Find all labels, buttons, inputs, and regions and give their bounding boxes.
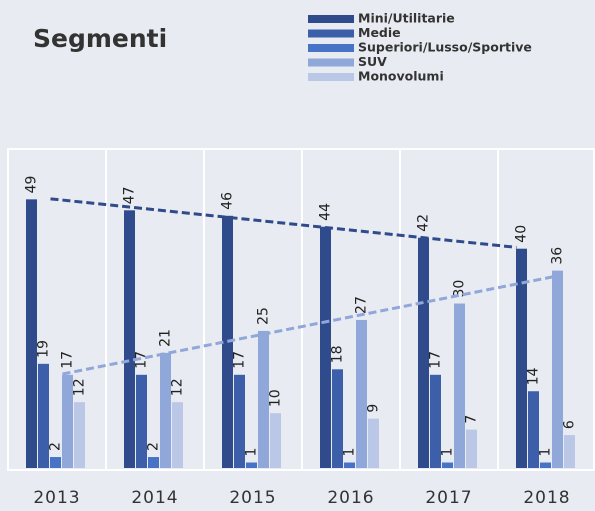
data-label: 12 <box>170 378 186 396</box>
bar <box>344 462 355 468</box>
legend-label: Mini/Utilitarie <box>358 11 455 26</box>
bar <box>540 462 551 468</box>
data-label: 1 <box>538 448 554 457</box>
data-label: 19 <box>36 340 52 358</box>
bar <box>430 374 441 468</box>
legend-label: Superiori/Lusso/Sportive <box>358 40 532 55</box>
bar <box>442 462 453 468</box>
legend-label: Monovolumi <box>358 69 444 84</box>
data-label: 46 <box>220 192 236 210</box>
data-label: 42 <box>416 214 432 232</box>
data-label: 2 <box>48 442 64 451</box>
trend-line <box>50 197 517 249</box>
x-tick-label: 2018 <box>523 488 570 508</box>
data-label: 36 <box>550 247 566 265</box>
data-label: 1 <box>342 448 358 457</box>
bar <box>26 199 37 468</box>
bar <box>466 429 477 468</box>
data-label: 17 <box>134 351 150 369</box>
bar <box>356 319 367 468</box>
bar <box>528 391 539 468</box>
bar <box>418 237 429 468</box>
x-tick-label: 2016 <box>327 488 374 508</box>
bar <box>246 462 257 468</box>
legend-swatch <box>308 15 354 23</box>
bar <box>136 374 147 468</box>
bar <box>552 270 563 468</box>
legend-label: SUV <box>358 54 387 69</box>
data-label: 21 <box>158 329 174 347</box>
bar <box>270 413 281 468</box>
data-label: 17 <box>428 351 444 369</box>
data-label: 17 <box>60 351 76 369</box>
bar <box>172 402 183 468</box>
bar <box>454 303 465 468</box>
legend-swatch <box>308 58 354 67</box>
data-label: 2 <box>146 442 162 451</box>
data-label: 27 <box>354 296 370 314</box>
bar <box>74 402 85 468</box>
bar <box>320 226 331 468</box>
bar <box>50 457 61 468</box>
legend-label: Medie <box>358 25 401 40</box>
data-label: 44 <box>318 203 334 221</box>
bar <box>148 457 159 468</box>
trend-line <box>62 275 553 376</box>
legend-swatch <box>308 29 354 38</box>
x-tick-label: 2013 <box>33 488 80 508</box>
bar <box>38 363 49 468</box>
x-tick-label: 2015 <box>229 488 276 508</box>
data-label: 47 <box>122 186 138 204</box>
data-label: 1 <box>244 448 260 457</box>
data-label: 49 <box>24 176 40 194</box>
bar <box>516 248 527 468</box>
bar <box>564 435 575 468</box>
bar <box>124 210 135 468</box>
bar <box>332 369 343 468</box>
legend-swatch <box>308 44 354 52</box>
bar <box>160 352 171 468</box>
bar <box>62 374 73 468</box>
data-label: 1 <box>440 448 456 457</box>
data-label: 12 <box>72 378 88 396</box>
bar <box>258 330 269 468</box>
data-label: 6 <box>562 420 578 429</box>
data-label: 17 <box>232 351 248 369</box>
chart-title: Segmenti <box>33 24 167 53</box>
data-label: 25 <box>256 307 272 325</box>
data-label: 40 <box>514 225 530 243</box>
x-tick-label: 2017 <box>425 488 472 508</box>
data-label: 10 <box>268 389 284 407</box>
bar <box>368 418 379 468</box>
x-tick-label: 2014 <box>131 488 178 508</box>
data-label: 7 <box>464 415 480 424</box>
data-label: 18 <box>330 345 346 363</box>
data-label: 14 <box>526 367 542 385</box>
data-label: 9 <box>366 404 382 413</box>
legend-swatch <box>308 73 354 81</box>
bar <box>234 374 245 468</box>
